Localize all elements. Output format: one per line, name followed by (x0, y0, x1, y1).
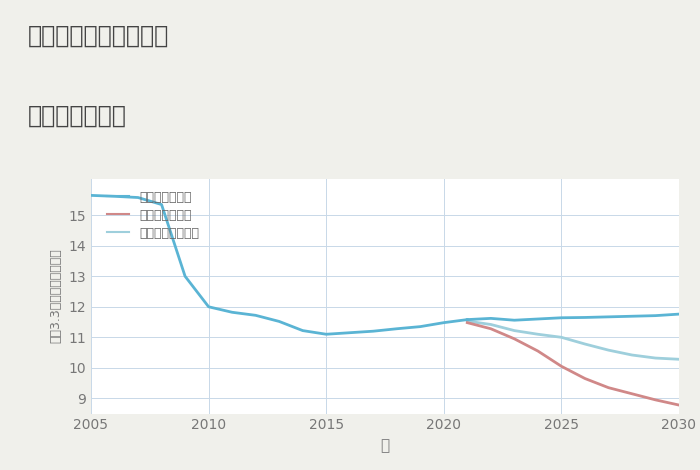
グッドシナリオ (557, 315, 566, 321)
バッドシナリオ (463, 320, 472, 325)
グッドシナリオ (675, 311, 683, 317)
ノーマルシナリオ (651, 355, 659, 361)
バッドシナリオ (651, 397, 659, 403)
Line: グッドシナリオ: グッドシナリオ (468, 314, 679, 320)
バッドシナリオ (628, 391, 636, 397)
グッドシナリオ (510, 317, 519, 323)
グッドシナリオ (486, 315, 495, 321)
グッドシナリオ (604, 314, 612, 320)
バッドシナリオ (581, 376, 589, 381)
ノーマルシナリオ (510, 328, 519, 333)
Text: 土地の価格推移: 土地の価格推移 (28, 103, 127, 127)
バッドシナリオ (557, 363, 566, 369)
グッドシナリオ (463, 317, 472, 322)
Line: バッドシナリオ: バッドシナリオ (468, 322, 679, 405)
グッドシナリオ (628, 313, 636, 319)
バッドシナリオ (533, 348, 542, 354)
Line: ノーマルシナリオ: ノーマルシナリオ (468, 321, 679, 359)
グッドシナリオ (581, 314, 589, 320)
ノーマルシナリオ (675, 356, 683, 362)
グッドシナリオ (651, 313, 659, 319)
Text: 奈良県奈良市阪原町の: 奈良県奈良市阪原町の (28, 24, 169, 47)
ノーマルシナリオ (463, 318, 472, 324)
バッドシナリオ (510, 336, 519, 342)
Y-axis label: 坪（3.3㎡）単価（万円）: 坪（3.3㎡）単価（万円） (50, 249, 63, 344)
X-axis label: 年: 年 (380, 438, 390, 453)
バッドシナリオ (486, 326, 495, 331)
ノーマルシナリオ (486, 321, 495, 327)
バッドシナリオ (675, 402, 683, 408)
Legend: グッドシナリオ, バッドシナリオ, ノーマルシナリオ: グッドシナリオ, バッドシナリオ, ノーマルシナリオ (103, 187, 203, 244)
ノーマルシナリオ (533, 331, 542, 337)
バッドシナリオ (604, 385, 612, 391)
グッドシナリオ (533, 316, 542, 322)
ノーマルシナリオ (628, 352, 636, 358)
ノーマルシナリオ (581, 341, 589, 347)
ノーマルシナリオ (604, 347, 612, 353)
ノーマルシナリオ (557, 335, 566, 340)
